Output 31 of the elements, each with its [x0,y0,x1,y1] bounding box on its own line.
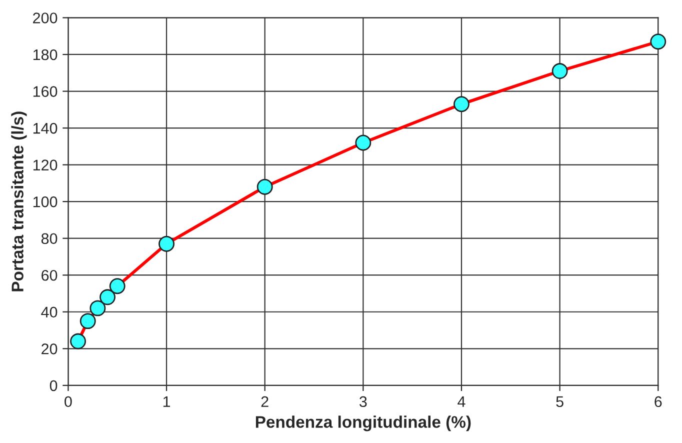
y-tick-label: 200 [33,12,58,24]
x-tick-label: 5 [556,396,564,408]
point [552,63,568,80]
x-tick-label: 6 [654,396,662,408]
y-tick-label: 120 [33,160,58,170]
y-tick-label: 60 [42,270,58,281]
x-tick-label: 2 [261,396,268,407]
point [355,134,372,151]
point [109,278,126,294]
y-tick-label: 20 [42,344,58,354]
y-tick-label: 100 [33,196,58,208]
point [454,96,470,112]
y-tick-label: 0 [50,380,58,392]
point [70,333,86,350]
point [256,178,273,195]
x-axis-title: Pendenza longitudinale (%) [256,416,471,432]
point [158,236,174,252]
x-tick-label: 4 [458,396,466,407]
x-tick-label: 0 [64,396,72,408]
point [650,34,666,50]
point [90,300,106,316]
y-tick-label: 180 [33,49,58,60]
y-tick-label: 160 [33,86,58,97]
x-tick-label: 1 [163,396,170,407]
point [80,313,96,330]
y-axis-title: Portata transitante (l/s) [11,112,27,292]
y-tick-label: 80 [41,233,58,244]
y-tick-label: 40 [41,306,58,318]
point [100,289,116,306]
x-tick-label: 3 [360,396,367,408]
y-tick-label: 140 [33,122,58,134]
